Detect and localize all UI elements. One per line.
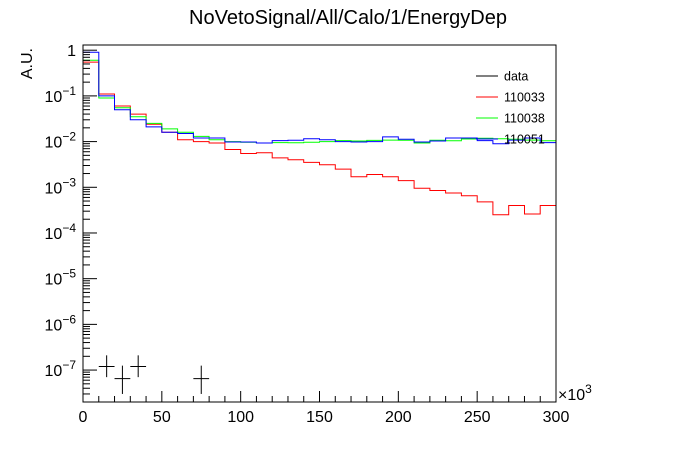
y-tick-label-base: 10 (45, 317, 63, 334)
y-tick-label-base: 10 (45, 363, 63, 380)
y-tick-label-exponent: −5 (62, 267, 76, 281)
x-tick-label: 100 (227, 409, 254, 426)
y-tick-label-base: 10 (45, 226, 63, 243)
x-tick-label: 200 (385, 409, 412, 426)
y-tick-label: 10−5 (45, 267, 77, 289)
legend-label: 110051 (504, 133, 545, 147)
y-tick-label-base: 10 (45, 180, 63, 197)
legend: data 110033 110038 110051 (476, 70, 545, 147)
y-tick-label-base: 10 (45, 89, 63, 106)
series-110051-line (83, 51, 556, 145)
legend-entry: 110033 (476, 91, 545, 105)
data-point (193, 365, 210, 394)
y-tick-label: 1 (67, 43, 76, 60)
y-tick-label-base: 1 (67, 43, 76, 60)
data-point (130, 355, 147, 378)
legend-entry: data (476, 70, 528, 84)
chart-title: NoVetoSignal/All/Calo/1/EnergyDep (189, 7, 507, 29)
y-tick-label: 10−4 (45, 221, 77, 243)
x-tick-label: 300 (543, 409, 570, 426)
x-axis-multiplier-base: ×10 (558, 387, 585, 404)
x-tick-label: 150 (306, 409, 333, 426)
axes-layer (82, 44, 557, 403)
y-axis-label: A.U. (19, 48, 36, 79)
legend-label: data (504, 70, 528, 84)
y-tick-label-base: 10 (45, 135, 63, 152)
y-tick-label-base: 10 (45, 272, 63, 289)
legend-entry: 110051 (476, 133, 545, 147)
x-axis-multiplier: ×103 (558, 382, 592, 404)
y-tick-label-exponent: −2 (62, 130, 76, 144)
y-tick-label-exponent: −7 (62, 358, 76, 372)
y-tick-label: 10−7 (45, 358, 77, 380)
x-tick-labels: 0 50 100 150 200 250 300 (79, 409, 570, 426)
y-tick-label: 10−6 (45, 312, 77, 334)
y-tick-label: 10−1 (45, 84, 77, 106)
data-point (98, 355, 115, 378)
data-point (114, 365, 131, 394)
legend-label: 110033 (504, 91, 545, 105)
y-tick-label-exponent: −1 (62, 84, 76, 98)
x-tick-label: 0 (79, 409, 88, 426)
x-tick-label: 50 (153, 409, 171, 426)
y-tick-labels: 110−110−210−310−410−510−610−7 (45, 43, 77, 380)
y-tick-label-exponent: −3 (62, 175, 76, 189)
y-tick-label-exponent: −6 (62, 312, 76, 326)
x-axis-multiplier-exponent: 3 (585, 382, 592, 396)
y-tick-label-exponent: −4 (62, 221, 76, 235)
y-tick-label: 10−3 (45, 175, 77, 197)
legend-label: 110038 (504, 112, 545, 126)
legend-entry: 110038 (476, 112, 545, 126)
x-tick-label: 250 (464, 409, 491, 426)
y-tick-label: 10−2 (45, 130, 77, 152)
